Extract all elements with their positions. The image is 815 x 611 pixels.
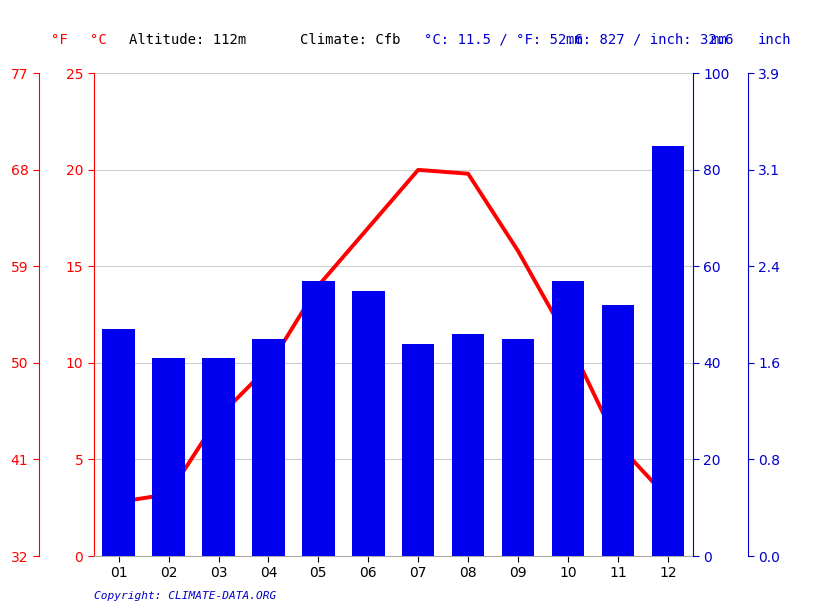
Text: °C: 11.5 / °F: 52.6: °C: 11.5 / °F: 52.6 bbox=[424, 33, 583, 46]
Bar bbox=[252, 338, 284, 556]
Text: inch: inch bbox=[758, 33, 791, 46]
Bar bbox=[502, 338, 535, 556]
Bar bbox=[402, 343, 434, 556]
Bar bbox=[352, 291, 385, 556]
Bar bbox=[552, 281, 584, 556]
Bar bbox=[302, 281, 335, 556]
Text: °C: °C bbox=[90, 33, 107, 46]
Text: Climate: Cfb: Climate: Cfb bbox=[300, 33, 400, 46]
Bar bbox=[103, 329, 135, 556]
Bar bbox=[651, 146, 684, 556]
Text: °F: °F bbox=[51, 33, 68, 46]
Text: Altitude: 112m: Altitude: 112m bbox=[129, 33, 246, 46]
Bar bbox=[452, 334, 484, 556]
Bar bbox=[152, 358, 185, 556]
Text: mm: mm bbox=[711, 33, 728, 46]
Bar bbox=[601, 305, 634, 556]
Text: mm: 827 / inch: 32.6: mm: 827 / inch: 32.6 bbox=[566, 33, 734, 46]
Bar bbox=[202, 358, 235, 556]
Text: Copyright: CLIMATE-DATA.ORG: Copyright: CLIMATE-DATA.ORG bbox=[94, 591, 276, 601]
